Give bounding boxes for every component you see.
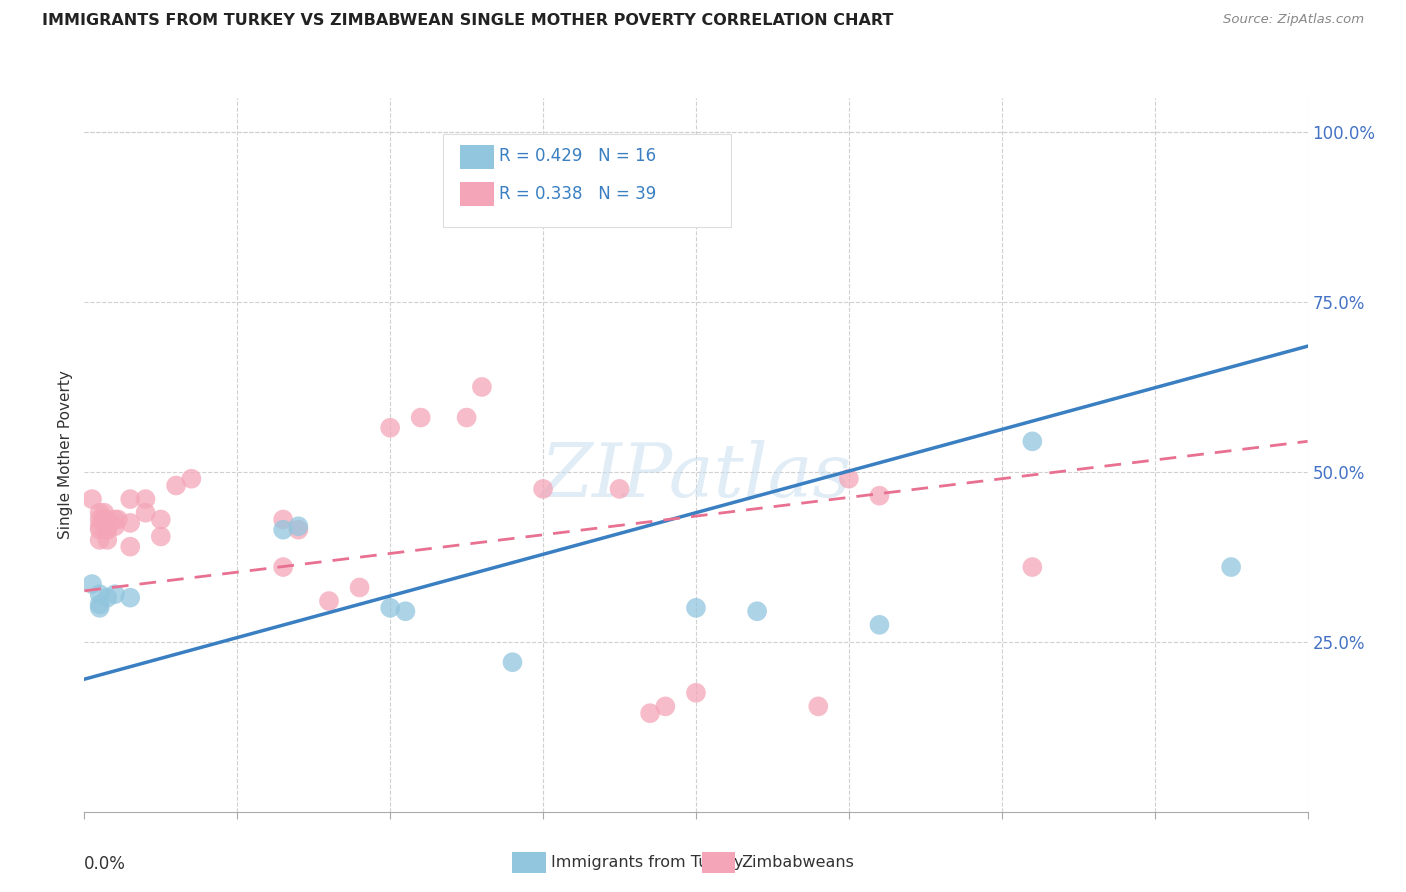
- Point: [149, 529, 172, 543]
- Point: [685, 600, 707, 615]
- Point: [287, 523, 309, 537]
- Text: 0.0%: 0.0%: [84, 855, 127, 872]
- Point: [89, 512, 111, 526]
- Point: [93, 506, 115, 520]
- Point: [1021, 434, 1043, 449]
- Text: Source: ZipAtlas.com: Source: ZipAtlas.com: [1223, 13, 1364, 27]
- Point: [638, 706, 661, 721]
- Point: [104, 587, 127, 601]
- Point: [807, 699, 830, 714]
- Point: [654, 699, 676, 714]
- Point: [104, 512, 127, 526]
- Point: [380, 421, 402, 435]
- Point: [120, 492, 142, 507]
- Y-axis label: Single Mother Poverty: Single Mother Poverty: [58, 370, 73, 540]
- Point: [838, 472, 860, 486]
- Point: [531, 482, 554, 496]
- Text: Immigrants from Turkey: Immigrants from Turkey: [551, 855, 744, 870]
- Point: [394, 604, 416, 618]
- Point: [120, 516, 142, 530]
- Text: Zimbabweans: Zimbabweans: [741, 855, 853, 870]
- Point: [120, 540, 142, 554]
- Point: [609, 482, 631, 496]
- Text: IMMIGRANTS FROM TURKEY VS ZIMBABWEAN SINGLE MOTHER POVERTY CORRELATION CHART: IMMIGRANTS FROM TURKEY VS ZIMBABWEAN SIN…: [42, 13, 894, 29]
- Point: [80, 577, 103, 591]
- Point: [91, 512, 114, 526]
- Text: R = 0.338   N = 39: R = 0.338 N = 39: [499, 185, 657, 202]
- Point: [271, 523, 294, 537]
- Point: [1021, 560, 1043, 574]
- Point: [89, 519, 111, 533]
- Point: [89, 533, 111, 547]
- Point: [80, 492, 103, 507]
- Point: [96, 591, 118, 605]
- Point: [89, 523, 111, 537]
- Point: [165, 478, 187, 492]
- Point: [685, 686, 707, 700]
- Point: [89, 506, 111, 520]
- Point: [380, 600, 402, 615]
- Point: [869, 489, 891, 503]
- Point: [271, 560, 294, 574]
- Point: [149, 512, 172, 526]
- Point: [93, 512, 115, 526]
- Point: [89, 600, 111, 615]
- Point: [89, 598, 111, 612]
- Point: [502, 655, 524, 669]
- Point: [107, 512, 129, 526]
- Point: [271, 512, 294, 526]
- Point: [104, 519, 127, 533]
- Point: [96, 523, 118, 537]
- Point: [120, 591, 142, 605]
- Point: [318, 594, 340, 608]
- Text: ZIPatlas: ZIPatlas: [540, 440, 852, 513]
- Point: [135, 506, 157, 520]
- Point: [747, 604, 769, 618]
- Point: [869, 617, 891, 632]
- Point: [1220, 560, 1243, 574]
- Point: [287, 519, 309, 533]
- Point: [180, 472, 202, 486]
- Point: [349, 581, 371, 595]
- Point: [456, 410, 478, 425]
- Point: [471, 380, 494, 394]
- Point: [96, 512, 118, 526]
- Point: [409, 410, 432, 425]
- Text: R = 0.429   N = 16: R = 0.429 N = 16: [499, 147, 657, 165]
- Point: [96, 523, 118, 537]
- Point: [96, 533, 118, 547]
- Point: [135, 492, 157, 507]
- Point: [89, 587, 111, 601]
